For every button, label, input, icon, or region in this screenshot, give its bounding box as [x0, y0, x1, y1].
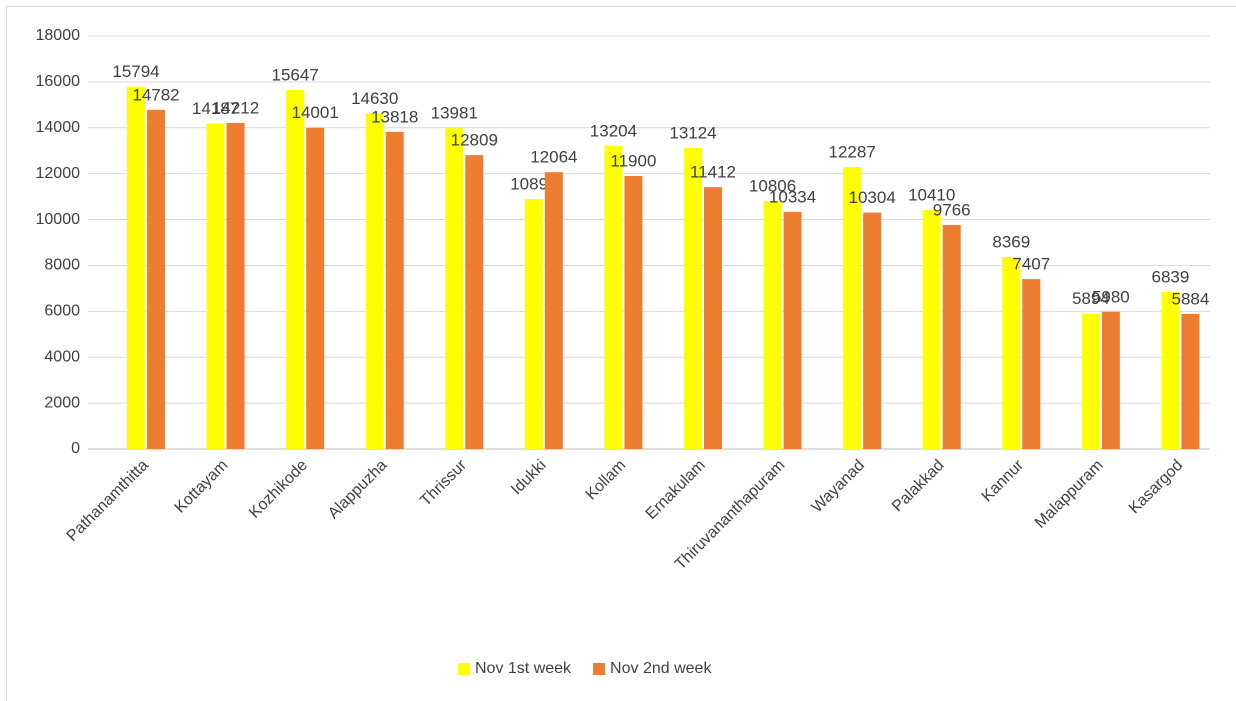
y-tick-label: 8000 [44, 257, 80, 274]
data-label: 6839 [1152, 268, 1190, 287]
x-tick-label: Malappuram [1032, 457, 1107, 532]
data-label: 8369 [992, 232, 1030, 251]
x-tick-label: Kozhikode [246, 457, 311, 522]
data-label: 11900 [610, 151, 656, 170]
x-tick-label: Kannur [979, 456, 1028, 505]
data-label: 5980 [1092, 287, 1130, 306]
x-tick-label: Wayanad [809, 457, 868, 516]
bar [1081, 313, 1100, 449]
data-label: 15647 [272, 65, 319, 84]
bar [147, 109, 165, 450]
bar [942, 224, 961, 449]
data-label: 14187 [192, 99, 239, 118]
x-tick-label: Alappuzha [325, 457, 391, 523]
data-label: 14782 [132, 85, 179, 104]
bar [604, 146, 623, 449]
bar [385, 131, 404, 449]
data-label: 12809 [451, 131, 498, 150]
chart-border [6, 6, 1236, 701]
data-label: 10304 [849, 188, 896, 207]
data-label: 13818 [371, 107, 418, 126]
bar [524, 199, 543, 449]
y-tick-label: 10000 [36, 211, 81, 228]
bar [1161, 292, 1180, 449]
data-label: 10410 [908, 186, 955, 205]
x-tick-label: Ernakulam [643, 457, 709, 523]
x-tick-label: Idukki [508, 457, 550, 499]
y-tick-label: 12000 [36, 165, 81, 182]
data-label: 12287 [829, 143, 876, 162]
bar [1181, 313, 1200, 449]
data-label: 9766 [933, 200, 971, 219]
data-label: 5884 [1172, 289, 1210, 308]
bar [624, 175, 643, 449]
data-label: 7407 [1012, 255, 1050, 274]
bar [127, 86, 145, 449]
bar [863, 212, 882, 449]
legend-swatch [458, 663, 470, 675]
legend-label: Nov 1st week [475, 660, 572, 677]
y-tick-label: 2000 [44, 394, 80, 411]
bar [1002, 256, 1021, 449]
data-label: 14212 [212, 98, 259, 117]
x-tick-label: Kollam [583, 457, 630, 504]
bar [1101, 311, 1120, 449]
data-label: 14001 [292, 103, 339, 122]
bar [206, 123, 225, 449]
bar [843, 167, 862, 449]
y-tick-label: 0 [71, 440, 80, 457]
data-label: 13124 [669, 123, 716, 142]
data-label: 15794 [112, 62, 159, 81]
data-label: 10806 [749, 177, 796, 196]
y-tick-label: 14000 [36, 119, 81, 136]
data-label: 5894 [1072, 289, 1110, 308]
x-tick-label: Pathanamthitta [64, 457, 152, 545]
y-tick-label: 6000 [44, 303, 80, 320]
bar [922, 210, 941, 449]
data-label: 12064 [530, 148, 577, 167]
bar [684, 147, 702, 449]
bar [286, 89, 305, 449]
x-tick-label: Kasargod [1126, 457, 1186, 517]
legend-label: Nov 2nd week [610, 660, 712, 677]
y-tick-label: 18000 [36, 27, 81, 44]
bar [365, 113, 384, 449]
data-label: 13981 [431, 104, 478, 123]
bar [704, 187, 722, 449]
data-label: 10334 [769, 187, 816, 206]
y-tick-label: 16000 [36, 73, 81, 90]
bar [226, 122, 245, 449]
data-label: 13204 [590, 122, 637, 141]
x-tick-label: Kottayam [172, 457, 232, 517]
data-label: 11412 [690, 163, 736, 182]
legend-swatch [593, 663, 606, 675]
x-tick-label: Palakkad [889, 457, 948, 516]
bar [306, 127, 325, 450]
bar [465, 155, 484, 449]
bar [445, 128, 464, 449]
bar [1022, 279, 1041, 449]
y-tick-label: 4000 [44, 348, 80, 365]
bar [783, 211, 802, 449]
bar [763, 201, 782, 449]
bar [544, 172, 563, 449]
x-tick-label: Thrissur [417, 456, 470, 509]
data-label: 14630 [351, 89, 398, 108]
